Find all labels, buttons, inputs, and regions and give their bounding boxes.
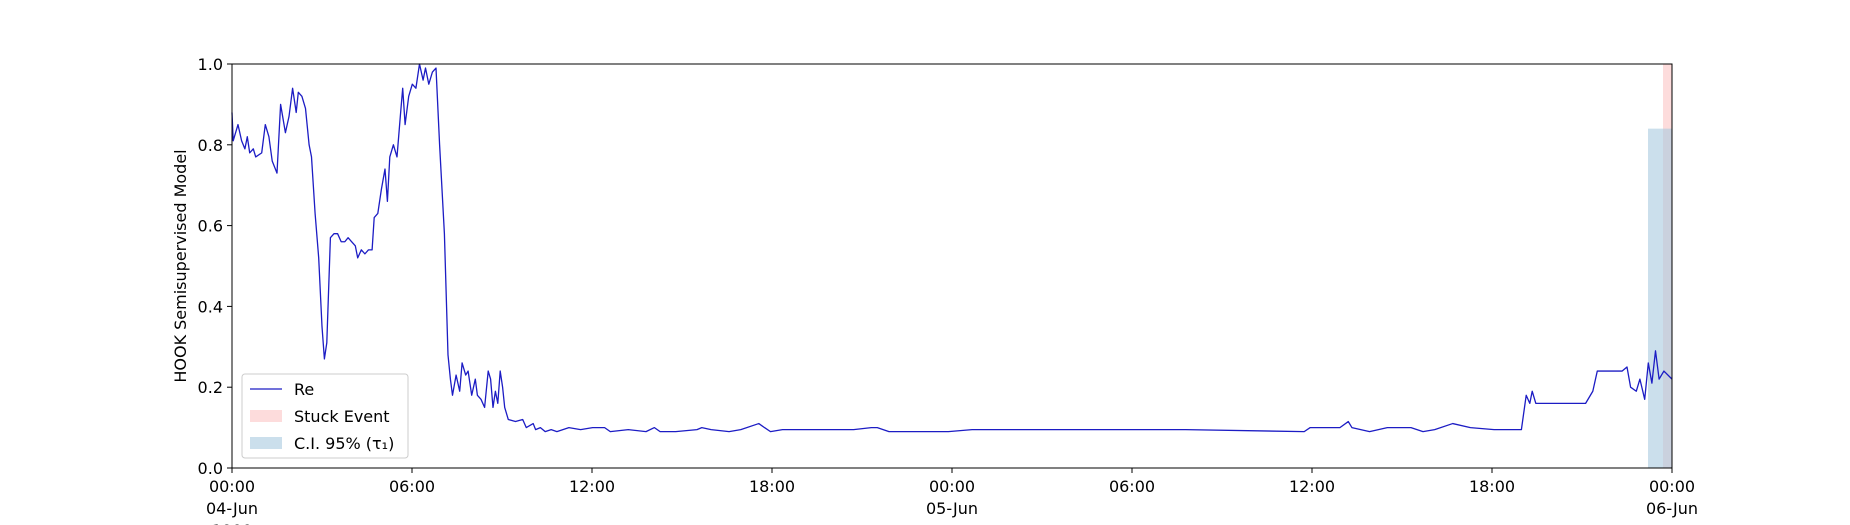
x-tick-label: 18:00 <box>1469 477 1515 496</box>
y-axis-label: HOOK Semisupervised Model <box>171 149 190 382</box>
y-tick-label: 1.0 <box>198 55 223 74</box>
y-tick-label: 0.0 <box>198 459 223 478</box>
legend-label: C.I. 95% (τ₁) <box>294 434 394 453</box>
data-line <box>231 63 1673 433</box>
x-tick-label: 18:00 <box>749 477 795 496</box>
x-tick-label: 06:00 <box>1109 477 1155 496</box>
x-tick-label: 12:00 <box>569 477 615 496</box>
y-tick-label: 0.4 <box>198 297 223 316</box>
legend-box <box>241 373 409 459</box>
y-tick-label: 0.6 <box>198 217 223 236</box>
x-tick-label: 12:00 <box>1289 477 1335 496</box>
legend: Re Stuck Event C.I. 95% (τ₁) <box>241 373 409 459</box>
legend-swatch <box>250 410 282 422</box>
x-tick-label: 00:00 05-Jun <box>926 477 978 518</box>
x-tick-label: 06:00 <box>389 477 435 496</box>
legend-swatch <box>250 437 282 449</box>
span-region <box>1648 128 1672 468</box>
legend-label: Re <box>294 380 314 399</box>
legend-label: Stuck Event <box>294 407 390 426</box>
y-tick-label: 0.8 <box>198 136 223 155</box>
y-tick-label: 0.2 <box>198 378 223 397</box>
x-tick-label: 00:00 06-Jun <box>1646 477 1698 518</box>
plot-frame <box>231 63 1673 469</box>
